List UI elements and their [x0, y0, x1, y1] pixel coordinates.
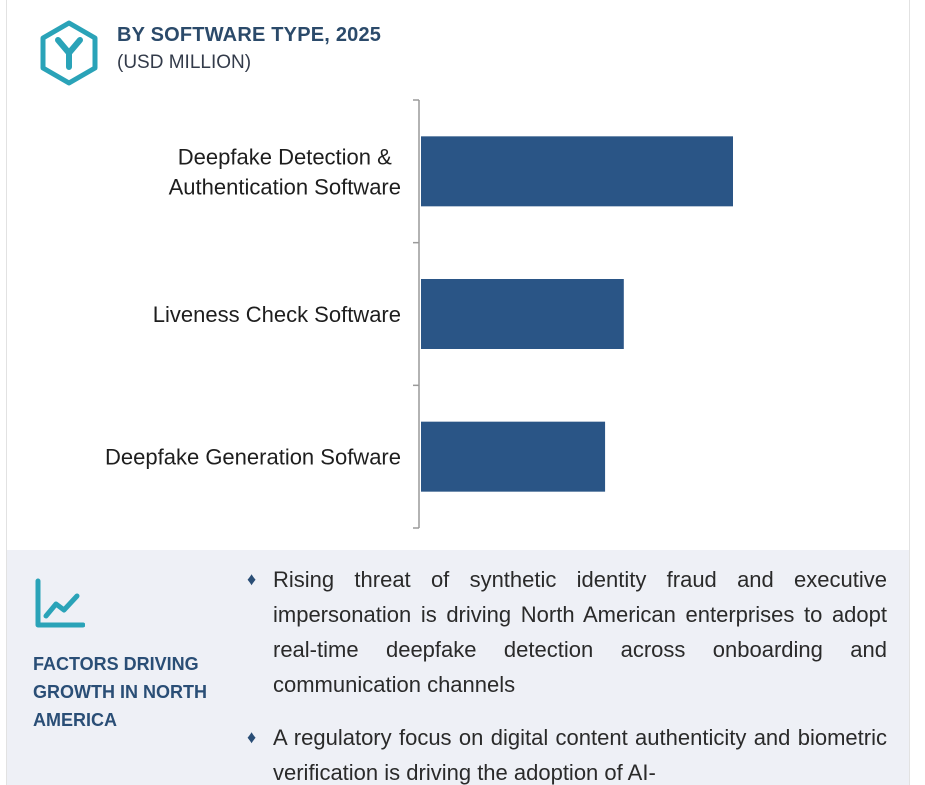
category-label: Deepfake Detection & Authentication Softw… [169, 144, 401, 199]
bar [421, 136, 733, 207]
diamond-bullet-icon: ♦ [247, 727, 257, 747]
factors-title: FACTORS DRIVING GROWTH IN NORTH AMERICA [33, 654, 207, 730]
y-hexagon-logo-icon [40, 20, 98, 86]
bar [421, 421, 606, 492]
category-label: Liveness Check Software [153, 302, 401, 327]
chart-card: BY SOFTWARE TYPE, 2025 (USD MILLION) Dee… [6, 0, 910, 785]
bar [421, 279, 624, 349]
factor-text: Rising threat of synthetic identity frau… [273, 567, 887, 697]
category-label: Deepfake Generation Sofware [105, 445, 401, 470]
chart-title: BY SOFTWARE TYPE, 2025 [117, 24, 382, 46]
diamond-bullet-icon: ♦ [247, 569, 257, 589]
bar-chart: Deepfake Detection & Authentication Softw… [105, 99, 733, 529]
factor-item: ♦ A regulatory focus on digital content … [247, 720, 887, 785]
factor-text: A regulatory focus on digital content au… [273, 725, 887, 785]
chart-subtitle: (USD MILLION) [117, 52, 252, 73]
factors-panel: FACTORS DRIVING GROWTH IN NORTH AMERICA … [7, 550, 909, 785]
growth-line-chart-icon [35, 578, 85, 628]
factor-item: ♦ Rising threat of synthetic identity fr… [247, 562, 887, 702]
